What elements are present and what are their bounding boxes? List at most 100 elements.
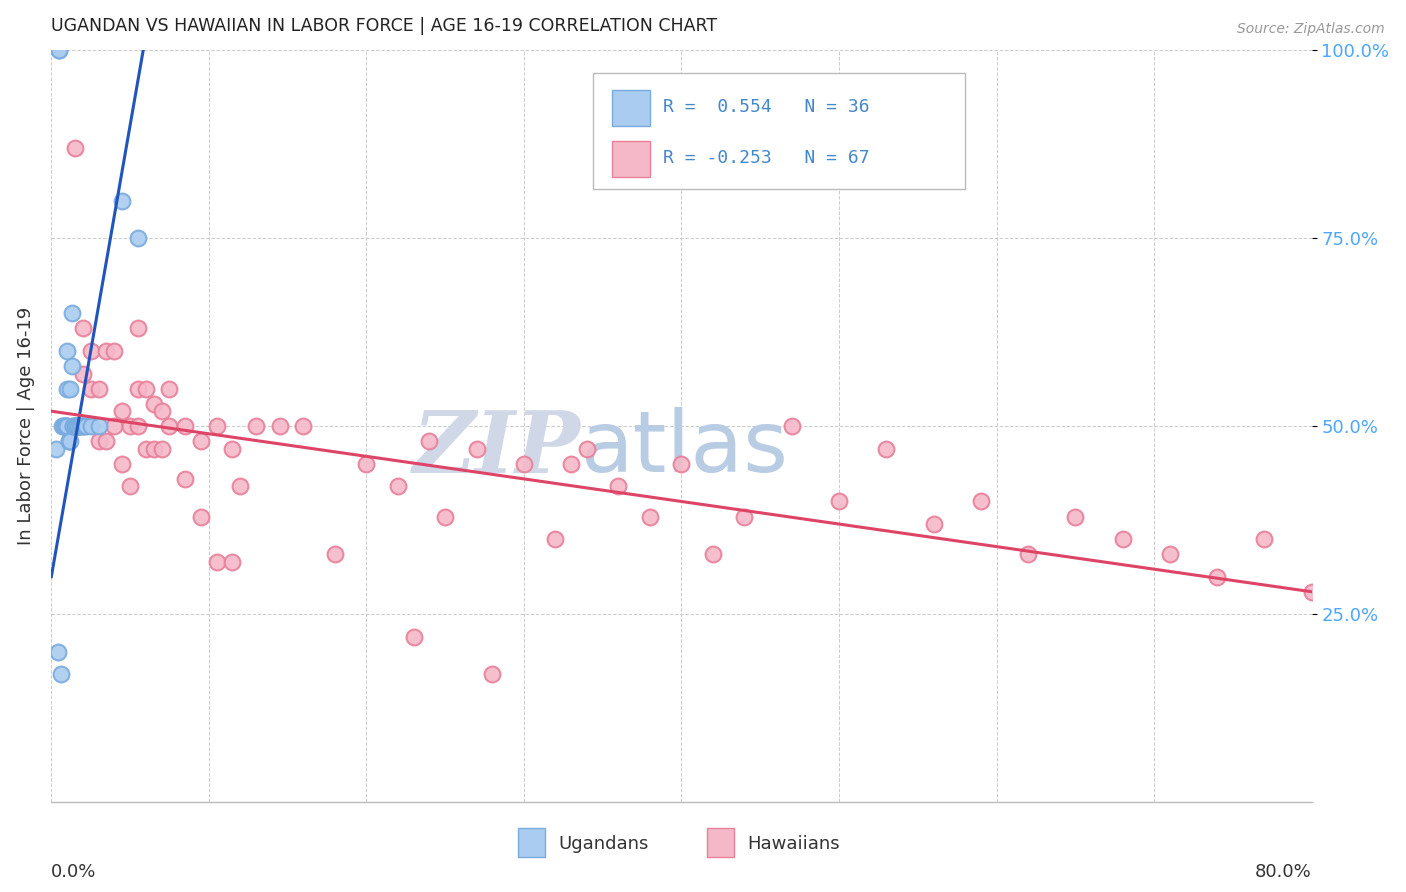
FancyBboxPatch shape bbox=[707, 828, 734, 856]
Point bbox=[87, 434, 110, 449]
Point bbox=[58, 434, 80, 449]
FancyBboxPatch shape bbox=[612, 141, 650, 177]
Point bbox=[245, 419, 267, 434]
Text: Ugandans: Ugandans bbox=[558, 835, 648, 853]
Point bbox=[159, 419, 181, 434]
Point bbox=[127, 231, 149, 245]
FancyBboxPatch shape bbox=[593, 72, 965, 189]
Point bbox=[922, 516, 945, 531]
Point bbox=[828, 494, 851, 508]
Point bbox=[60, 359, 83, 373]
Point bbox=[481, 667, 503, 681]
Point bbox=[127, 382, 149, 396]
Text: 80.0%: 80.0% bbox=[1256, 863, 1312, 880]
Point bbox=[46, 645, 69, 659]
Point bbox=[1064, 509, 1087, 524]
Point bbox=[51, 419, 73, 434]
Point bbox=[58, 434, 80, 449]
Point bbox=[1253, 532, 1275, 546]
Point bbox=[49, 667, 72, 681]
Point bbox=[63, 419, 86, 434]
Point bbox=[734, 509, 756, 524]
Text: Hawaiians: Hawaiians bbox=[747, 835, 839, 853]
Point bbox=[671, 457, 693, 471]
Point bbox=[56, 419, 79, 434]
Point bbox=[1111, 532, 1133, 546]
Point bbox=[418, 434, 440, 449]
Point bbox=[607, 479, 630, 493]
Point bbox=[323, 547, 346, 561]
Point bbox=[150, 404, 173, 418]
Point bbox=[80, 419, 103, 434]
Point bbox=[52, 419, 75, 434]
Point bbox=[292, 419, 315, 434]
Point bbox=[75, 419, 97, 434]
Point bbox=[142, 397, 165, 411]
Point bbox=[111, 194, 134, 208]
Point bbox=[174, 419, 197, 434]
Point bbox=[96, 434, 118, 449]
Point bbox=[1301, 584, 1323, 599]
Point bbox=[221, 555, 243, 569]
Point bbox=[56, 382, 79, 396]
Point bbox=[73, 419, 96, 434]
Point bbox=[638, 509, 661, 524]
Point bbox=[205, 419, 228, 434]
Point bbox=[59, 382, 82, 396]
Point bbox=[80, 344, 103, 359]
Point bbox=[120, 419, 142, 434]
Point bbox=[356, 457, 378, 471]
Point bbox=[150, 442, 173, 456]
Point bbox=[1159, 547, 1181, 561]
Point bbox=[269, 419, 291, 434]
Point bbox=[48, 43, 70, 57]
Point bbox=[387, 479, 409, 493]
Point bbox=[70, 419, 93, 434]
FancyBboxPatch shape bbox=[517, 828, 546, 856]
Point bbox=[96, 344, 118, 359]
Point bbox=[127, 419, 149, 434]
Point bbox=[142, 442, 165, 456]
Point bbox=[72, 419, 94, 434]
Point bbox=[111, 457, 134, 471]
Point bbox=[560, 457, 582, 471]
Point bbox=[103, 419, 125, 434]
Point bbox=[174, 472, 197, 486]
Point bbox=[72, 321, 94, 335]
Point bbox=[63, 419, 86, 434]
Point bbox=[544, 532, 567, 546]
Y-axis label: In Labor Force | Age 16-19: In Labor Force | Age 16-19 bbox=[17, 307, 35, 545]
Point bbox=[575, 442, 598, 456]
Point bbox=[67, 419, 90, 434]
Text: UGANDAN VS HAWAIIAN IN LABOR FORCE | AGE 16-19 CORRELATION CHART: UGANDAN VS HAWAIIAN IN LABOR FORCE | AGE… bbox=[52, 17, 717, 35]
Point bbox=[62, 419, 84, 434]
Point bbox=[780, 419, 803, 434]
Point bbox=[1206, 570, 1229, 584]
Point bbox=[434, 509, 457, 524]
Point bbox=[56, 344, 79, 359]
Point bbox=[135, 382, 157, 396]
Text: R =  0.554   N = 36: R = 0.554 N = 36 bbox=[662, 98, 869, 116]
Point bbox=[59, 434, 82, 449]
Point bbox=[127, 321, 149, 335]
Point bbox=[875, 442, 897, 456]
Point bbox=[135, 442, 157, 456]
Text: ZIP: ZIP bbox=[413, 407, 581, 491]
Point bbox=[55, 419, 77, 434]
Point bbox=[159, 382, 181, 396]
Point bbox=[87, 419, 110, 434]
Point bbox=[65, 419, 87, 434]
Point bbox=[48, 43, 70, 57]
Point bbox=[65, 419, 87, 434]
Point bbox=[52, 419, 75, 434]
Point bbox=[60, 306, 83, 320]
Point bbox=[80, 382, 103, 396]
FancyBboxPatch shape bbox=[612, 90, 650, 126]
Point bbox=[702, 547, 724, 561]
Point bbox=[221, 442, 243, 456]
Point bbox=[55, 419, 77, 434]
Text: R = -0.253   N = 67: R = -0.253 N = 67 bbox=[662, 149, 869, 168]
Point bbox=[1017, 547, 1039, 561]
Text: atlas: atlas bbox=[581, 408, 789, 491]
Point bbox=[67, 419, 90, 434]
